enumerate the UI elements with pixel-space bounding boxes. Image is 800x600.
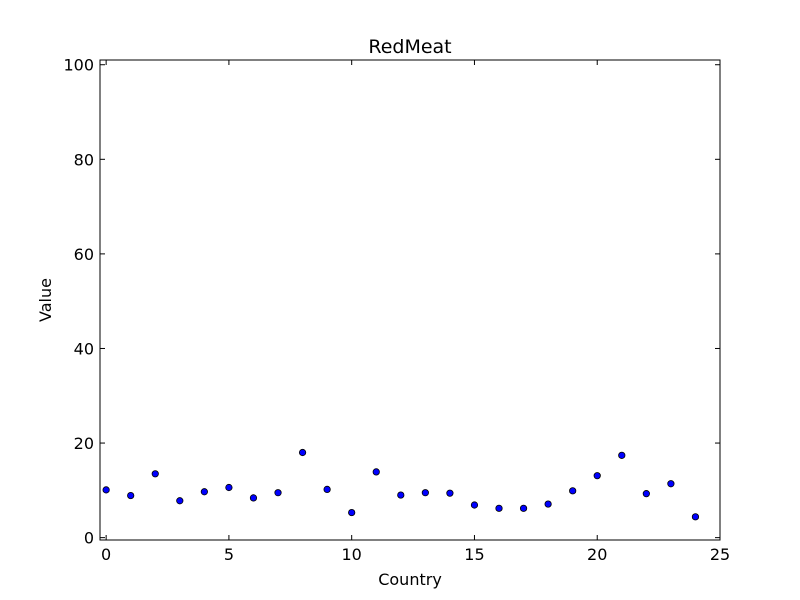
x-tick-label: 15 (464, 545, 484, 564)
scatter-point (397, 491, 405, 499)
y-tick-label: 100 (63, 56, 94, 75)
scatter-points (102, 448, 700, 521)
scatter-point (593, 472, 601, 480)
x-tick-label: 10 (342, 545, 362, 564)
y-tick-label: 0 (84, 529, 94, 548)
scatter-point (544, 500, 552, 508)
scatter-point (225, 483, 233, 492)
axis-ticks: 0 5 10 15 20 25 0 20 40 60 80 100 (63, 56, 730, 564)
scatter-point (372, 468, 380, 476)
scatter-point (519, 504, 528, 512)
x-axis-label: Country (378, 570, 442, 589)
y-tick-label: 40 (74, 339, 94, 358)
x-tick-label: 20 (587, 545, 607, 564)
scatter-point (298, 448, 307, 457)
scatter-point (642, 490, 650, 498)
scatter-point (495, 504, 503, 512)
scatter-point (151, 470, 159, 478)
scatter-point (446, 489, 454, 497)
scatter-point (176, 497, 184, 505)
scatter-point (691, 513, 700, 521)
y-tick-label: 80 (74, 150, 94, 169)
scatter-point (323, 485, 331, 493)
scatter-point (127, 491, 135, 500)
scatter-point (421, 489, 429, 497)
x-tick-label: 5 (224, 545, 234, 564)
scatter-point (569, 487, 577, 495)
y-tick-label: 60 (74, 245, 94, 264)
scatter-point (618, 451, 626, 459)
plot-area (99, 59, 721, 541)
y-tick-label: 20 (74, 434, 94, 453)
chart-title: RedMeat (368, 36, 451, 58)
scatter-point (470, 501, 479, 509)
x-tick-label: 0 (101, 545, 111, 564)
x-tick-label: 25 (710, 545, 730, 564)
scatter-point (249, 494, 258, 502)
scatter-point (667, 480, 675, 488)
scatter-point (274, 489, 282, 497)
scatter-point (200, 488, 208, 496)
scatter-point (102, 486, 110, 494)
scatter-point (348, 508, 356, 517)
y-axis-label: Value (36, 278, 55, 322)
